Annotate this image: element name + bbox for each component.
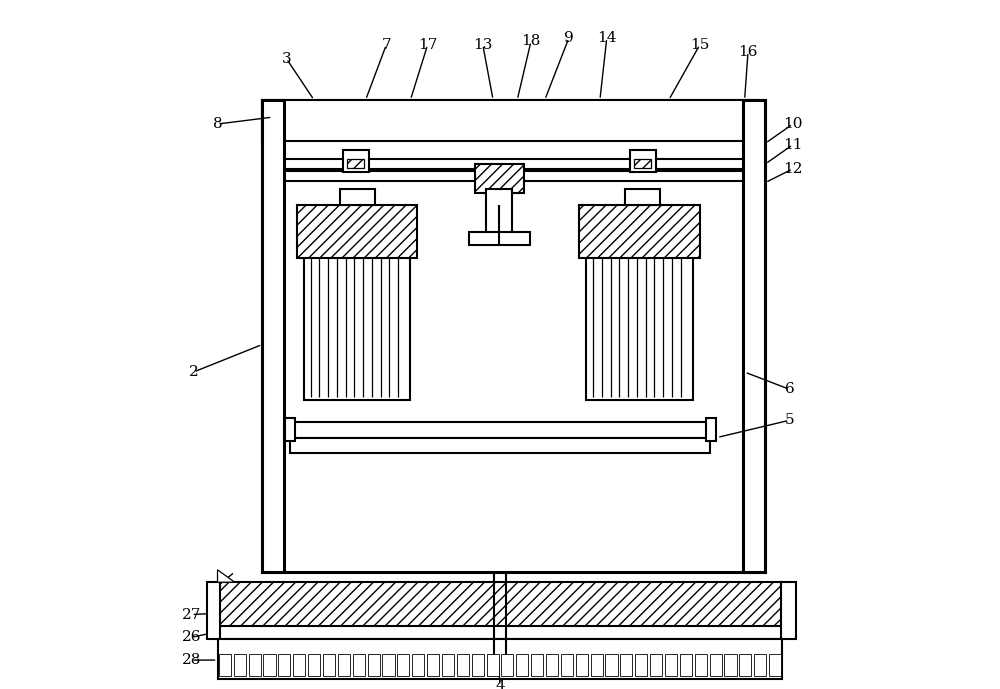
- Bar: [262, 100, 765, 141]
- Bar: [586, 255, 693, 400]
- Bar: [249, 654, 261, 676]
- Bar: [487, 654, 499, 676]
- Bar: [576, 654, 588, 676]
- Bar: [695, 654, 707, 676]
- Text: 10: 10: [783, 117, 803, 131]
- Bar: [290, 438, 710, 453]
- Text: 4: 4: [495, 679, 505, 689]
- Bar: [293, 654, 305, 676]
- Text: 16: 16: [738, 45, 758, 59]
- Bar: [630, 150, 656, 172]
- Bar: [724, 654, 737, 676]
- Bar: [343, 150, 369, 172]
- Text: 17: 17: [418, 38, 437, 52]
- Bar: [397, 654, 409, 676]
- Bar: [340, 189, 375, 205]
- Bar: [769, 654, 781, 676]
- Text: 5: 5: [785, 413, 794, 427]
- Bar: [680, 654, 692, 676]
- Bar: [475, 164, 524, 193]
- Bar: [276, 159, 751, 169]
- Text: 9: 9: [564, 31, 574, 45]
- Bar: [234, 654, 246, 676]
- Bar: [635, 654, 647, 676]
- Bar: [739, 654, 751, 676]
- Bar: [579, 205, 700, 258]
- Bar: [276, 171, 751, 181]
- Bar: [218, 626, 782, 639]
- Bar: [781, 582, 796, 639]
- Bar: [706, 418, 716, 441]
- Bar: [501, 654, 513, 676]
- Text: 27: 27: [182, 608, 201, 621]
- Bar: [218, 639, 782, 679]
- Bar: [368, 654, 380, 676]
- Bar: [531, 654, 543, 676]
- Bar: [427, 654, 439, 676]
- Bar: [516, 654, 528, 676]
- Bar: [262, 100, 765, 572]
- Bar: [620, 654, 632, 676]
- Bar: [278, 654, 290, 676]
- Bar: [338, 654, 350, 676]
- Bar: [472, 654, 484, 676]
- Text: 7: 7: [382, 38, 391, 52]
- Text: 26: 26: [182, 630, 201, 644]
- Text: 2: 2: [189, 365, 198, 379]
- Bar: [219, 654, 231, 676]
- Bar: [263, 654, 276, 676]
- Bar: [412, 654, 424, 676]
- Text: 11: 11: [783, 138, 803, 152]
- Bar: [561, 654, 573, 676]
- Text: 13: 13: [473, 38, 492, 52]
- Bar: [382, 654, 395, 676]
- Bar: [457, 654, 469, 676]
- Text: 28: 28: [182, 653, 201, 667]
- Bar: [285, 418, 295, 441]
- Bar: [297, 205, 417, 258]
- Bar: [546, 654, 558, 676]
- Bar: [442, 654, 454, 676]
- Text: 18: 18: [521, 34, 541, 48]
- Bar: [207, 582, 220, 639]
- Bar: [743, 100, 765, 572]
- Bar: [625, 189, 660, 205]
- Bar: [218, 582, 782, 627]
- Bar: [323, 654, 335, 676]
- Text: 3: 3: [282, 52, 291, 65]
- Bar: [353, 654, 365, 676]
- Bar: [591, 654, 603, 676]
- Text: 12: 12: [783, 162, 803, 176]
- Text: 15: 15: [690, 38, 709, 52]
- Bar: [290, 422, 710, 438]
- Text: 8: 8: [213, 117, 222, 131]
- Bar: [665, 654, 677, 676]
- Text: 6: 6: [785, 382, 794, 396]
- Bar: [347, 159, 364, 168]
- Text: 1: 1: [209, 582, 219, 596]
- Bar: [486, 189, 512, 234]
- Bar: [262, 100, 284, 572]
- Bar: [754, 654, 766, 676]
- Bar: [605, 654, 618, 676]
- Bar: [308, 654, 320, 676]
- Bar: [304, 255, 410, 400]
- Bar: [469, 232, 530, 245]
- Bar: [634, 159, 651, 168]
- Bar: [650, 654, 662, 676]
- Bar: [710, 654, 722, 676]
- Polygon shape: [218, 570, 235, 582]
- Text: 14: 14: [597, 31, 617, 45]
